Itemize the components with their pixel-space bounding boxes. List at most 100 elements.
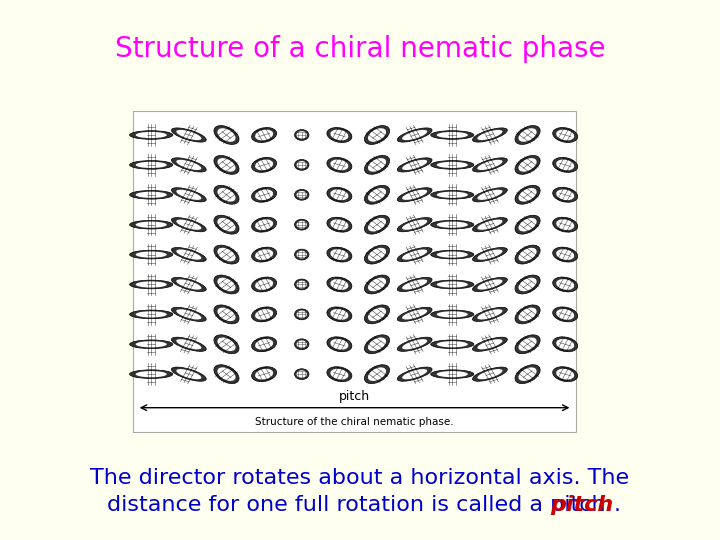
Ellipse shape — [251, 367, 276, 382]
Ellipse shape — [251, 307, 276, 322]
Ellipse shape — [556, 279, 575, 290]
Ellipse shape — [255, 309, 273, 320]
Ellipse shape — [251, 187, 276, 202]
Text: pitch: pitch — [550, 495, 613, 515]
Ellipse shape — [135, 132, 167, 138]
Ellipse shape — [294, 279, 309, 290]
Ellipse shape — [217, 218, 235, 232]
Ellipse shape — [364, 156, 390, 174]
Ellipse shape — [255, 279, 273, 290]
Ellipse shape — [553, 247, 577, 262]
Ellipse shape — [397, 128, 432, 142]
Ellipse shape — [402, 160, 427, 170]
Ellipse shape — [518, 218, 536, 232]
Ellipse shape — [364, 335, 390, 354]
Ellipse shape — [556, 309, 575, 320]
Ellipse shape — [171, 128, 206, 142]
Ellipse shape — [135, 252, 167, 258]
Ellipse shape — [364, 215, 390, 234]
Ellipse shape — [214, 305, 239, 324]
Ellipse shape — [135, 371, 167, 377]
Ellipse shape — [297, 370, 307, 378]
Ellipse shape — [437, 281, 468, 288]
Ellipse shape — [214, 275, 239, 294]
Ellipse shape — [518, 188, 536, 201]
Ellipse shape — [294, 190, 309, 200]
Ellipse shape — [214, 364, 239, 383]
Ellipse shape — [431, 160, 474, 169]
Ellipse shape — [217, 367, 235, 381]
Ellipse shape — [515, 364, 540, 383]
Ellipse shape — [402, 309, 427, 320]
Ellipse shape — [214, 126, 239, 144]
Ellipse shape — [171, 188, 206, 202]
Ellipse shape — [515, 275, 540, 294]
Ellipse shape — [397, 188, 432, 202]
Ellipse shape — [130, 250, 173, 259]
Ellipse shape — [130, 280, 173, 289]
Ellipse shape — [518, 367, 536, 381]
Ellipse shape — [176, 369, 202, 379]
Ellipse shape — [135, 311, 167, 318]
Ellipse shape — [217, 338, 235, 351]
Ellipse shape — [477, 160, 503, 170]
Ellipse shape — [176, 220, 202, 230]
Ellipse shape — [364, 364, 390, 383]
Ellipse shape — [330, 190, 348, 200]
Ellipse shape — [364, 126, 390, 144]
Ellipse shape — [437, 252, 468, 258]
Ellipse shape — [171, 307, 206, 321]
Ellipse shape — [171, 218, 206, 232]
Ellipse shape — [515, 156, 540, 174]
Ellipse shape — [294, 159, 309, 170]
Ellipse shape — [364, 245, 390, 264]
Ellipse shape — [515, 215, 540, 234]
Ellipse shape — [171, 367, 206, 381]
Ellipse shape — [255, 159, 273, 170]
Ellipse shape — [330, 339, 348, 349]
Ellipse shape — [402, 249, 427, 260]
Ellipse shape — [297, 310, 307, 318]
Ellipse shape — [297, 281, 307, 288]
Ellipse shape — [556, 219, 575, 230]
Ellipse shape — [368, 188, 386, 201]
Ellipse shape — [214, 335, 239, 354]
Ellipse shape — [368, 278, 386, 291]
Text: Structure of the chiral nematic phase.: Structure of the chiral nematic phase. — [256, 416, 454, 427]
Ellipse shape — [330, 130, 348, 140]
Ellipse shape — [368, 338, 386, 351]
Ellipse shape — [402, 369, 427, 379]
Ellipse shape — [431, 131, 474, 139]
Ellipse shape — [515, 126, 540, 144]
Ellipse shape — [477, 130, 503, 140]
Ellipse shape — [431, 191, 474, 199]
Text: distance for one full rotation is called a: distance for one full rotation is called… — [107, 495, 550, 515]
Ellipse shape — [135, 162, 167, 168]
Ellipse shape — [515, 185, 540, 204]
Ellipse shape — [556, 130, 575, 140]
Ellipse shape — [171, 337, 206, 352]
Ellipse shape — [135, 192, 167, 198]
Ellipse shape — [553, 217, 577, 232]
Ellipse shape — [477, 249, 503, 260]
Ellipse shape — [330, 279, 348, 290]
Ellipse shape — [294, 249, 309, 260]
Ellipse shape — [556, 159, 575, 170]
Ellipse shape — [251, 277, 276, 292]
Ellipse shape — [217, 248, 235, 261]
Ellipse shape — [217, 128, 235, 142]
Ellipse shape — [327, 247, 352, 262]
Ellipse shape — [255, 190, 273, 200]
Ellipse shape — [214, 156, 239, 174]
Ellipse shape — [431, 280, 474, 289]
Ellipse shape — [472, 337, 508, 352]
Ellipse shape — [330, 159, 348, 170]
Ellipse shape — [368, 308, 386, 321]
Ellipse shape — [472, 158, 508, 172]
Ellipse shape — [437, 132, 468, 138]
Ellipse shape — [214, 185, 239, 204]
Ellipse shape — [431, 310, 474, 319]
Ellipse shape — [477, 309, 503, 320]
Ellipse shape — [217, 278, 235, 291]
Ellipse shape — [176, 279, 202, 289]
